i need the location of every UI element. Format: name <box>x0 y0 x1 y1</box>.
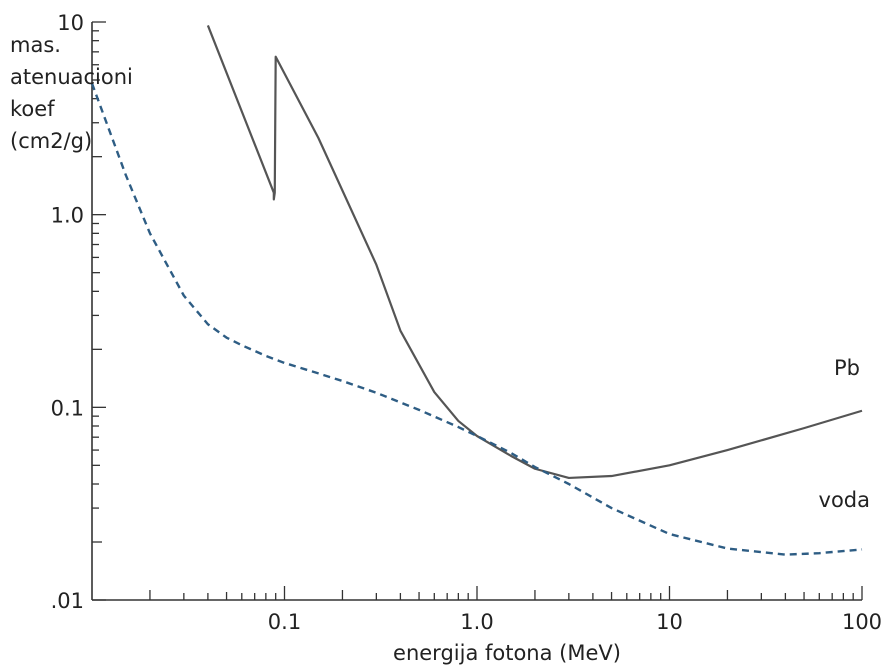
x-tick-label: 100 <box>842 610 882 634</box>
y-tick-label: 0.1 <box>51 396 84 420</box>
series-label-pb: Pb <box>834 356 860 380</box>
series-line-Pb <box>206 25 863 480</box>
y-axis-title-line: atenuacioni <box>10 65 133 89</box>
y-tick-label: 10 <box>57 11 84 35</box>
y-tick-label: 1.0 <box>51 204 84 228</box>
y-tick-label: .01 <box>51 589 84 613</box>
x-axis-title: energija fotona (MeV) <box>393 641 621 665</box>
axes <box>91 22 862 601</box>
y-axis-title-line: koef <box>10 97 55 121</box>
labels: 0.1 1.0 10 100 .01 0.1 1.0 10 energija fotona (M… <box>10 11 882 665</box>
ticks <box>92 21 863 601</box>
x-tick-label: 0.1 <box>268 610 301 634</box>
series-label-voda: voda <box>819 488 870 512</box>
series-group <box>90 25 863 556</box>
y-axis-title-line: (cm2/g) <box>10 129 92 153</box>
x-tick-label: 1.0 <box>460 610 493 634</box>
y-axis-title-line: mas. <box>10 33 61 57</box>
series-line-voda <box>90 82 863 556</box>
x-tick-label: 10 <box>656 610 683 634</box>
